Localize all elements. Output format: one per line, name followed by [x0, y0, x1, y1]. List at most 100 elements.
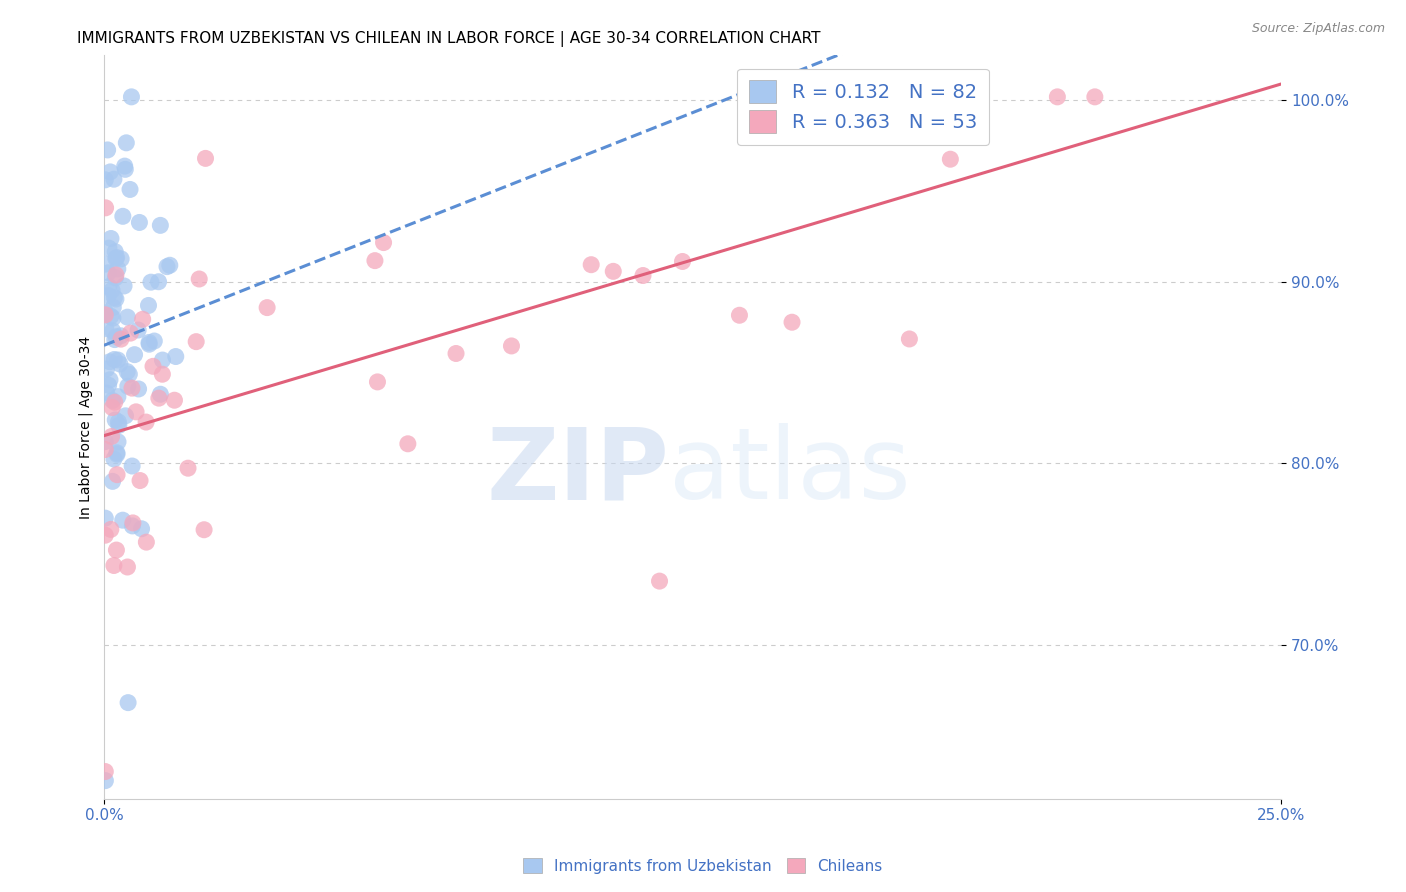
- Point: [105, 330, 128, 344]
- Point: [120, 90, 142, 104]
- Point: [107, 261, 129, 276]
- Point: [101, 401, 124, 415]
- Point: [108, 418, 131, 433]
- Point: [131, 312, 153, 326]
- Point: [104, 268, 127, 282]
- Point: [118, 368, 141, 382]
- Point: [112, 279, 135, 293]
- Point: [94, 434, 117, 449]
- Point: [631, 268, 654, 283]
- Point: [501, 339, 523, 353]
- Point: [138, 337, 160, 351]
- Point: [105, 446, 128, 460]
- Point: [837, 126, 859, 140]
- Point: [186, 334, 208, 349]
- Point: [110, 252, 132, 266]
- Point: [105, 467, 128, 482]
- Point: [111, 210, 134, 224]
- Point: [127, 323, 149, 337]
- Point: [97, 288, 120, 302]
- Point: [159, 258, 181, 272]
- Point: [94, 511, 117, 525]
- Point: [149, 387, 172, 401]
- Point: [110, 328, 132, 343]
- Point: [103, 172, 125, 186]
- Point: [121, 381, 143, 395]
- Point: [97, 241, 120, 255]
- Point: [256, 301, 278, 315]
- Point: [364, 253, 387, 268]
- Point: [149, 219, 172, 233]
- Text: ZIP: ZIP: [486, 423, 669, 520]
- Point: [143, 334, 166, 348]
- Point: [104, 413, 127, 427]
- Point: [101, 283, 124, 297]
- Point: [811, 90, 834, 104]
- Point: [366, 375, 388, 389]
- Point: [194, 152, 217, 166]
- Point: [444, 346, 467, 360]
- Point: [98, 373, 121, 387]
- Point: [108, 357, 131, 371]
- Point: [94, 173, 117, 187]
- Point: [97, 143, 120, 157]
- Point: [100, 231, 122, 245]
- Point: [107, 434, 129, 449]
- Point: [135, 415, 157, 429]
- Point: [188, 272, 211, 286]
- Point: [125, 405, 148, 419]
- Point: [110, 332, 132, 346]
- Point: [101, 475, 124, 489]
- Point: [129, 474, 152, 488]
- Point: [98, 165, 121, 179]
- Point: [103, 352, 125, 367]
- Text: Source: ZipAtlas.com: Source: ZipAtlas.com: [1251, 22, 1385, 36]
- Legend: Immigrants from Uzbekistan, Chileans: Immigrants from Uzbekistan, Chileans: [517, 852, 889, 880]
- Point: [602, 264, 624, 278]
- Point: [1046, 90, 1069, 104]
- Point: [193, 523, 215, 537]
- Point: [97, 378, 120, 392]
- Point: [820, 106, 842, 120]
- Point: [94, 773, 117, 788]
- Text: atlas: atlas: [669, 423, 911, 520]
- Point: [94, 321, 117, 335]
- Point: [138, 298, 160, 312]
- Point: [122, 516, 145, 530]
- Point: [118, 182, 141, 196]
- Point: [579, 258, 602, 272]
- Point: [124, 348, 146, 362]
- Point: [117, 696, 139, 710]
- Point: [97, 279, 120, 293]
- Point: [373, 235, 395, 250]
- Point: [898, 332, 921, 346]
- Point: [135, 535, 157, 549]
- Point: [101, 311, 124, 326]
- Point: [107, 415, 129, 429]
- Point: [114, 159, 136, 173]
- Point: [648, 574, 671, 588]
- Point: [94, 442, 117, 457]
- Point: [728, 308, 751, 322]
- Legend: R = 0.132   N = 82, R = 0.363   N = 53: R = 0.132 N = 82, R = 0.363 N = 53: [738, 69, 988, 145]
- Point: [148, 391, 170, 405]
- Point: [101, 324, 124, 338]
- Point: [156, 260, 179, 274]
- Point: [103, 452, 125, 467]
- Point: [96, 386, 118, 401]
- Point: [97, 266, 120, 280]
- Point: [138, 335, 160, 350]
- Point: [100, 429, 122, 443]
- Point: [117, 310, 139, 325]
- Point: [117, 379, 139, 393]
- Point: [131, 522, 153, 536]
- Point: [107, 390, 129, 404]
- Point: [94, 257, 117, 271]
- Point: [103, 558, 125, 573]
- Point: [94, 305, 117, 319]
- Point: [94, 764, 117, 779]
- Y-axis label: In Labor Force | Age 30-34: In Labor Force | Age 30-34: [79, 335, 93, 518]
- Point: [105, 543, 128, 558]
- Point: [104, 244, 127, 259]
- Point: [780, 315, 803, 329]
